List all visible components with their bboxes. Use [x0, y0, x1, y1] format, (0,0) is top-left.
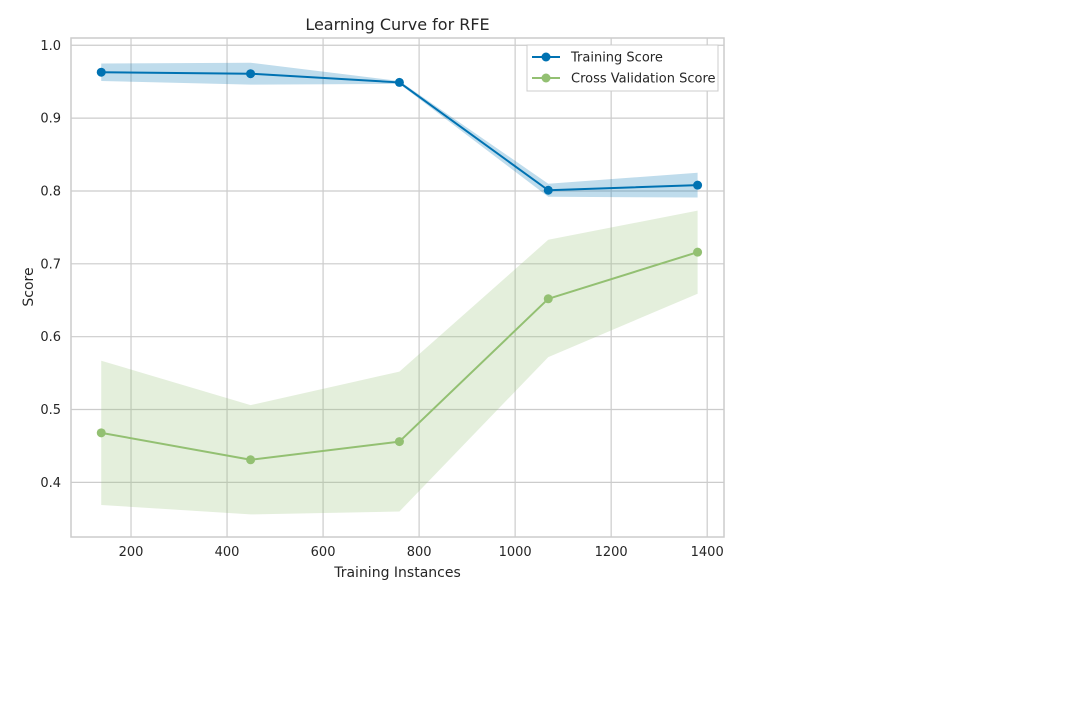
cross-validation-score-point: [96, 428, 106, 438]
x-tick-label: 1000: [499, 545, 532, 560]
legend-box: [526, 44, 719, 92]
x-tick-label: 1400: [691, 545, 724, 560]
training-score-point: [394, 77, 404, 87]
legend-label-cross-validation-score: Cross Validation Score: [571, 72, 716, 87]
grid: [71, 38, 724, 537]
series-points: [96, 67, 703, 465]
training-score-point: [246, 69, 256, 79]
legend: Training Score Cross Validation Score: [526, 44, 719, 92]
x-tick-label: 800: [407, 545, 432, 560]
tick-labels: 200 400 600 800 1000 1200 1400 0.4 0.5 0.6 0.7 0.8 0…: [40, 39, 723, 560]
chart-title: Learning Curve for RFE: [305, 15, 489, 34]
training-score-band: [101, 62, 698, 198]
x-axis-label: Training Instances: [333, 565, 461, 581]
x-tick-label: 600: [311, 545, 336, 560]
cross-validation-score-point: [394, 437, 404, 447]
training-score-point: [693, 180, 703, 190]
legend-label-training-score: Training Score: [570, 51, 663, 66]
y-tick-label: 1.0: [40, 39, 61, 54]
training-score-point: [96, 67, 106, 77]
y-tick-label: 0.4: [40, 476, 61, 491]
y-tick-label: 0.5: [40, 403, 61, 418]
y-tick-label: 0.8: [40, 184, 61, 199]
legend-dot-training-score: [541, 52, 551, 62]
y-axis-label: Score: [21, 267, 37, 306]
cross-validation-score-band: [101, 210, 698, 515]
cross-validation-score-point: [693, 247, 703, 257]
cross-validation-score-point: [246, 455, 256, 465]
y-tick-label: 0.6: [40, 330, 61, 345]
x-tick-label: 400: [215, 545, 240, 560]
x-tick-label: 1200: [595, 545, 628, 560]
legend-dot-cross-validation-score: [541, 73, 551, 83]
cross-validation-score-point: [543, 294, 553, 304]
x-tick-label: 200: [119, 545, 144, 560]
training-score-point: [543, 185, 553, 195]
plot-area: [71, 38, 724, 537]
y-tick-label: 0.7: [40, 257, 61, 272]
y-tick-label: 0.9: [40, 112, 61, 127]
confidence-bands: [101, 62, 698, 515]
plot-frame: [70, 37, 725, 538]
